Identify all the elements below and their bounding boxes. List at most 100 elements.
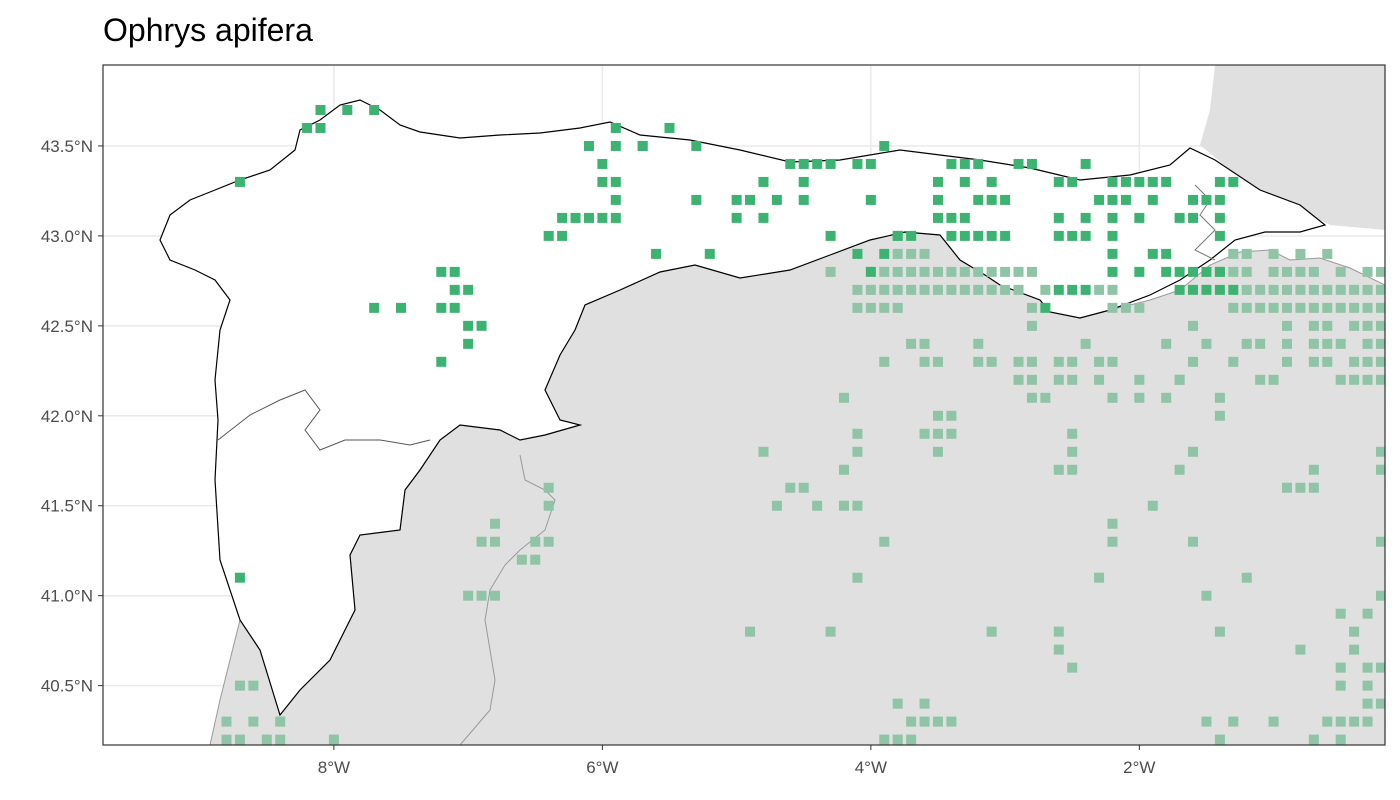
record-outside — [489, 518, 500, 529]
record-in-region — [234, 572, 245, 583]
record-outside — [1107, 518, 1118, 529]
record-in-region — [1107, 248, 1118, 259]
x-tick-label: 6°W — [586, 758, 618, 777]
record-outside — [906, 284, 917, 295]
record-outside — [879, 266, 890, 277]
record-outside — [1375, 374, 1385, 385]
record-in-region — [1134, 266, 1145, 277]
record-in-region — [771, 194, 782, 205]
record-outside — [1375, 536, 1385, 547]
record-outside — [892, 284, 903, 295]
record-outside — [1335, 374, 1346, 385]
record-outside — [973, 266, 984, 277]
record-in-region — [1228, 284, 1239, 295]
record-outside — [1067, 428, 1078, 439]
record-outside — [919, 716, 930, 727]
record-in-region — [1053, 176, 1064, 187]
record-in-region — [1214, 266, 1225, 277]
record-outside — [973, 284, 984, 295]
record-in-region — [1080, 230, 1091, 241]
record-in-region — [731, 212, 742, 223]
record-outside — [1295, 302, 1306, 313]
record-outside — [906, 734, 917, 745]
record-outside — [1053, 644, 1064, 655]
record-outside — [1335, 266, 1346, 277]
record-outside — [946, 284, 957, 295]
record-outside — [1201, 590, 1212, 601]
y-tick-label: 43.5°N — [41, 137, 93, 156]
record-in-region — [1214, 284, 1225, 295]
record-outside — [1228, 302, 1239, 313]
record-outside — [865, 302, 876, 313]
record-outside — [1067, 446, 1078, 457]
record-outside — [1375, 590, 1385, 601]
record-outside — [839, 464, 850, 475]
record-in-region — [1067, 284, 1078, 295]
record-in-region — [879, 248, 890, 259]
record-outside — [1188, 446, 1199, 457]
record-outside — [852, 302, 863, 313]
record-outside — [1349, 374, 1360, 385]
record-outside — [1335, 284, 1346, 295]
y-axis: 43.5°N 43.0°N 42.5°N 42.0°N 41.5°N 41.0°N 40.5… — [41, 137, 103, 696]
record-in-region — [825, 158, 836, 169]
record-outside — [1094, 374, 1105, 385]
record-outside — [1349, 284, 1360, 295]
record-outside — [1188, 536, 1199, 547]
record-in-region — [758, 176, 769, 187]
record-outside — [946, 428, 957, 439]
record-in-region — [852, 248, 863, 259]
record-in-region — [1201, 194, 1212, 205]
record-in-region — [1080, 284, 1091, 295]
record-outside — [275, 716, 286, 727]
record-in-region — [1080, 158, 1091, 169]
record-outside — [516, 554, 527, 565]
record-in-region — [973, 194, 984, 205]
record-outside — [1362, 266, 1373, 277]
record-in-region — [691, 194, 702, 205]
record-outside — [248, 716, 259, 727]
record-outside — [1241, 266, 1252, 277]
record-outside — [1255, 302, 1266, 313]
record-outside — [1308, 356, 1319, 367]
record-outside — [839, 392, 850, 403]
record-outside — [973, 338, 984, 349]
record-outside — [1107, 536, 1118, 547]
portugal-border — [217, 389, 431, 451]
record-outside — [1295, 266, 1306, 277]
record-outside — [906, 716, 917, 727]
record-outside — [892, 266, 903, 277]
record-outside — [1255, 338, 1266, 349]
record-outside — [1308, 284, 1319, 295]
record-outside — [1174, 374, 1185, 385]
record-in-region — [798, 176, 809, 187]
record-outside — [1375, 302, 1385, 313]
record-outside — [1241, 302, 1252, 313]
record-outside — [919, 356, 930, 367]
record-outside — [839, 500, 850, 511]
record-outside — [932, 284, 943, 295]
record-in-region — [1147, 176, 1158, 187]
record-in-region — [932, 176, 943, 187]
record-outside — [234, 680, 245, 691]
record-outside — [892, 248, 903, 259]
record-outside — [1375, 284, 1385, 295]
record-in-region — [1107, 194, 1118, 205]
record-in-region — [315, 122, 326, 133]
record-in-region — [476, 320, 487, 331]
record-outside — [1308, 482, 1319, 493]
record-outside — [946, 266, 957, 277]
record-outside — [1362, 320, 1373, 331]
record-in-region — [825, 230, 836, 241]
record-in-region — [758, 212, 769, 223]
record-in-region — [1188, 194, 1199, 205]
record-in-region — [369, 104, 380, 115]
record-outside — [1375, 356, 1385, 367]
record-in-region — [986, 194, 997, 205]
record-in-region — [932, 212, 943, 223]
record-outside — [1322, 338, 1333, 349]
record-outside — [1026, 374, 1037, 385]
record-outside — [1362, 608, 1373, 619]
record-outside — [1268, 374, 1279, 385]
record-outside — [1120, 302, 1131, 313]
